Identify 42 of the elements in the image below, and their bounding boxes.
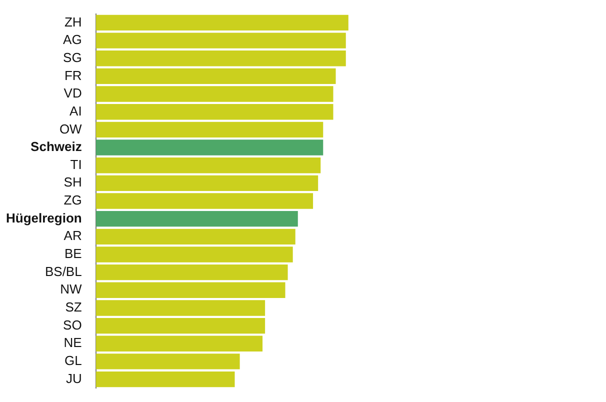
- bar: [96, 68, 336, 84]
- bar: [96, 193, 314, 209]
- y-tick-label: FR: [64, 68, 82, 83]
- y-tick-label: TI: [70, 156, 82, 172]
- bar: [96, 264, 288, 280]
- bar: [96, 122, 324, 138]
- y-tick-label: SG: [63, 50, 82, 65]
- bar: [96, 140, 324, 156]
- y-tick-label: SO: [63, 317, 82, 332]
- bar: [96, 246, 293, 262]
- y-tick-label: JU: [66, 370, 82, 386]
- y-tick-label: AR: [64, 228, 82, 244]
- bar: [96, 32, 346, 48]
- bar: [96, 158, 321, 174]
- bar: [96, 50, 346, 66]
- bar: [96, 300, 266, 316]
- bar: [96, 282, 286, 298]
- bar: [96, 175, 318, 192]
- y-tick-label: Hügelregion: [6, 210, 82, 226]
- bar: [96, 354, 240, 370]
- bar: [96, 210, 298, 227]
- y-tick-label: VD: [64, 86, 82, 101]
- y-tick-label: Schweiz: [30, 139, 82, 154]
- y-tick-label: NE: [64, 335, 82, 350]
- y-tick-label: BS/BL: [44, 264, 82, 279]
- y-tick-label: GL: [64, 353, 82, 368]
- y-tick-label: ZH: [64, 14, 82, 30]
- y-tick-label: AI: [70, 103, 82, 118]
- y-tick-label: ZG: [64, 192, 82, 208]
- bar: [96, 371, 235, 388]
- bar: [96, 318, 266, 334]
- bar: [96, 336, 263, 352]
- y-tick-label: AG: [63, 32, 82, 48]
- bar: [96, 104, 334, 120]
- y-tick-label: SZ: [65, 300, 82, 315]
- y-tick-label: BE: [64, 246, 82, 262]
- bar: [96, 14, 348, 31]
- y-tick-label: NW: [60, 282, 83, 297]
- bar: [96, 86, 334, 102]
- y-tick-label: SH: [64, 174, 82, 190]
- y-tick-label: OW: [59, 121, 83, 136]
- bar: [96, 228, 296, 244]
